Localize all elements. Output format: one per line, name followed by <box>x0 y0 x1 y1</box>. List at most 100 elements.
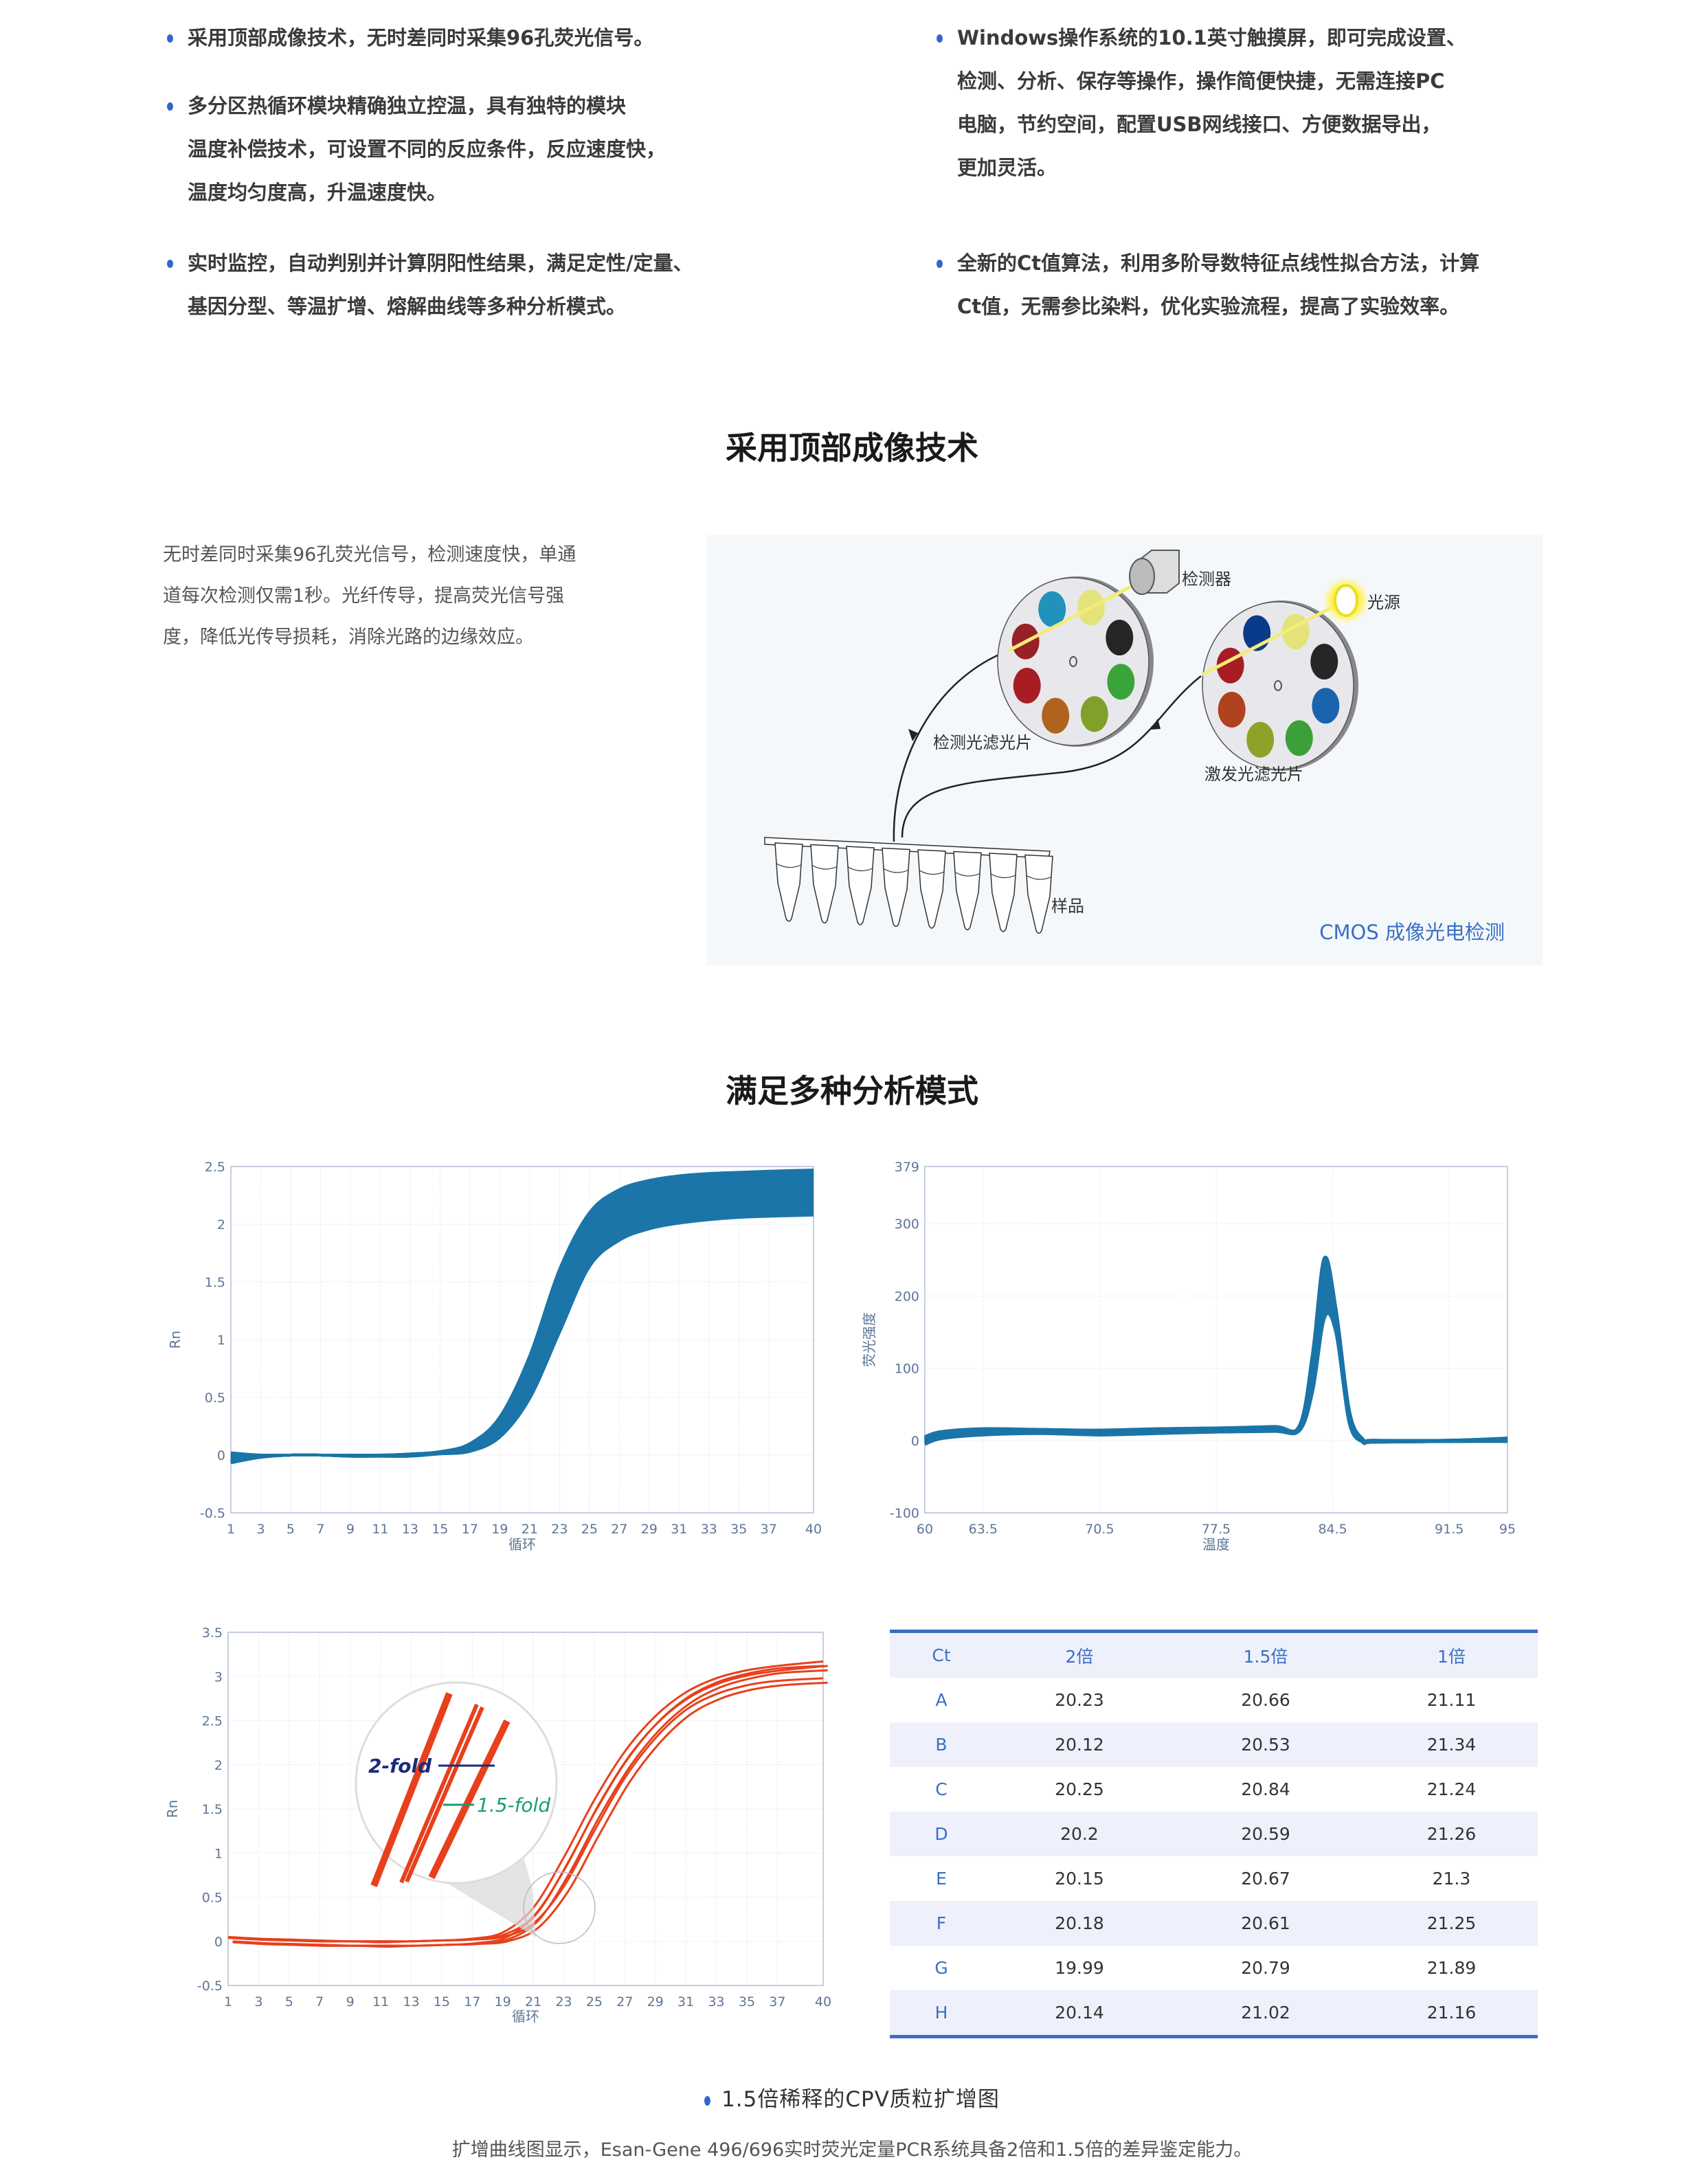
amplification-curve <box>230 1186 814 1459</box>
fold2-label: 2-fold <box>368 1755 432 1777</box>
x-tick-label: 60 <box>917 1522 933 1537</box>
bullet-icon <box>704 2095 711 2106</box>
amplification-curve <box>230 1191 814 1460</box>
filter-disc <box>1218 691 1246 728</box>
y-tick-label: -0.5 <box>197 1979 223 1994</box>
filter-disc <box>1038 591 1066 627</box>
amplification-curve <box>230 1208 814 1463</box>
amplification-curve <box>230 1195 814 1461</box>
table-row: E 20.15 20.67 21.3 <box>890 1856 1538 1901</box>
optical-path-diagram: 检测器 光源 检测光滤光片 激发光滤光片 样品 CMOS 成像光电检测 <box>706 535 1543 965</box>
table-cell: C <box>935 1779 948 1799</box>
x-tick-label: 95 <box>1499 1522 1516 1537</box>
y-tick-label: 3.5 <box>202 1625 223 1641</box>
table-row: F 20.18 20.61 21.25 <box>890 1901 1538 1946</box>
tube-line <box>847 866 873 872</box>
x-tick-label: 3 <box>254 1994 262 2009</box>
x-axis-label: 循环 <box>508 1536 536 1553</box>
x-tick-label: 19 <box>491 1522 508 1537</box>
amplification-curve <box>230 1178 814 1457</box>
amplification-curve <box>230 1195 814 1459</box>
x-tick-label: 35 <box>730 1522 747 1537</box>
x-tick-label: 31 <box>677 1994 694 2009</box>
melting-curve <box>924 1268 1508 1444</box>
table-cell: 21.3 <box>1432 1869 1471 1889</box>
figure-caption: 1.5倍稀释的CPV质粒扩增图 <box>0 2082 1704 2113</box>
table-cell: 21.11 <box>1426 1690 1477 1710</box>
filter-disc <box>1013 667 1041 703</box>
wheel-face <box>997 577 1150 746</box>
amplification-chart: 1 3 5 7 9 11 13 15 17 19 21 23 25 27 29 31 33 35 37 40-0.50… <box>167 1160 822 1553</box>
table-cell: 21.89 <box>1426 1958 1477 1978</box>
amplification-curve <box>230 1206 814 1463</box>
amplification-curve <box>230 1182 814 1458</box>
amplification-curve <box>230 1197 814 1461</box>
table-cell: G <box>934 1958 948 1978</box>
y-tick-label: 1 <box>217 1333 225 1348</box>
y-tick-label: 300 <box>895 1217 919 1232</box>
x-tick-label: 17 <box>464 1994 480 2009</box>
light-beam <box>1007 573 1154 653</box>
table-cell: 21.34 <box>1426 1735 1477 1755</box>
amplification-curve <box>230 1201 814 1462</box>
x-tick-label: 1 <box>227 1522 235 1537</box>
table-cell: 20.84 <box>1241 1779 1290 1799</box>
x-tick-label: 13 <box>402 1522 418 1537</box>
x-tick-label: 11 <box>372 1994 389 2009</box>
table-cell: 21.16 <box>1426 2003 1477 2023</box>
tube-line <box>990 873 1016 879</box>
table-cell: 20.15 <box>1055 1869 1104 1889</box>
section-title: 采用顶部成像技术 <box>726 429 978 466</box>
tube-line <box>919 870 945 875</box>
table-cell: 20.14 <box>1055 2003 1104 2023</box>
amplification-curve <box>230 1210 814 1464</box>
fiber-path-detection <box>893 649 1009 842</box>
bullet-icon <box>937 260 943 268</box>
zoomed-curve <box>370 1692 453 1887</box>
sample-label: 样品 <box>1051 897 1084 916</box>
table-cell: 20.18 <box>1055 1913 1104 1933</box>
figure-subcaption: 扩增曲线图显示，Esan-Gene 496/696实时荧光定量PCR系统具备2倍… <box>451 2139 1253 2161</box>
sample-tube <box>774 842 803 922</box>
amplification-curve <box>230 1190 814 1459</box>
excitation-filter-label: 激发光滤光片 <box>1204 765 1303 784</box>
x-tick-label: 35 <box>739 1994 755 2009</box>
fiber-path-excitation <box>901 675 1202 838</box>
table-row: A 20.23 20.66 21.11 <box>890 1678 1538 1722</box>
y-tick-label: 1 <box>214 1846 223 1861</box>
dilution-amplification-chart: 1 3 5 7 9 11 13 15 17 19 21 23 25 27 29 31 33 35 37 40-0.50… <box>164 1625 831 2025</box>
melting-curve <box>924 1311 1508 1446</box>
x-tick-label: 37 <box>769 1994 785 2009</box>
section-title: 满足多种分析模式 <box>726 1072 978 1110</box>
filter-disc <box>1106 620 1134 656</box>
feature-item: 多分区热循环模块精确独立控温，具有独特的模块 温度补偿技术，可设置不同的反应条件，… <box>167 85 666 214</box>
table-cell: F <box>936 1913 947 1933</box>
amplification-curve <box>230 1184 814 1457</box>
table-cell: 21.26 <box>1426 1824 1477 1844</box>
wheel-face <box>1202 601 1354 770</box>
sample-tube <box>989 853 1018 932</box>
x-tick-label: 63.5 <box>969 1522 998 1537</box>
bullet-icon <box>167 102 173 111</box>
fiber-arrow <box>908 729 918 741</box>
amplification-curve <box>230 1188 814 1459</box>
x-tick-label: 5 <box>285 1994 293 2009</box>
sample-tube-strip <box>764 837 1053 934</box>
filter-disc <box>1246 721 1275 758</box>
table-cell: A <box>935 1690 948 1710</box>
y-tick-label: -100 <box>890 1506 919 1521</box>
section-paragraph: 无时差同时采集96孔荧光信号，检测速度快，单通 道每次检测仅需1秒。光纤传导，提… <box>163 544 576 648</box>
light-source-icon <box>1321 576 1371 625</box>
table-cell: E <box>936 1869 947 1889</box>
table-cell: 20.2 <box>1060 1824 1099 1844</box>
diagram-caption: CMOS 成像光电检测 <box>1319 921 1505 944</box>
sample-tube <box>917 849 946 929</box>
y-tick-label: 2.5 <box>202 1714 223 1729</box>
magnifier-source-circle <box>523 1871 596 1944</box>
amplification-curve <box>230 1212 814 1464</box>
feature-item: 采用顶部成像技术，无时差同时采集96孔荧光信号。 <box>167 16 653 60</box>
tube-line <box>1026 875 1052 880</box>
x-tick-label: 7 <box>316 1522 324 1537</box>
x-tick-label: 84.5 <box>1318 1522 1347 1537</box>
table-cell: B <box>935 1735 948 1755</box>
